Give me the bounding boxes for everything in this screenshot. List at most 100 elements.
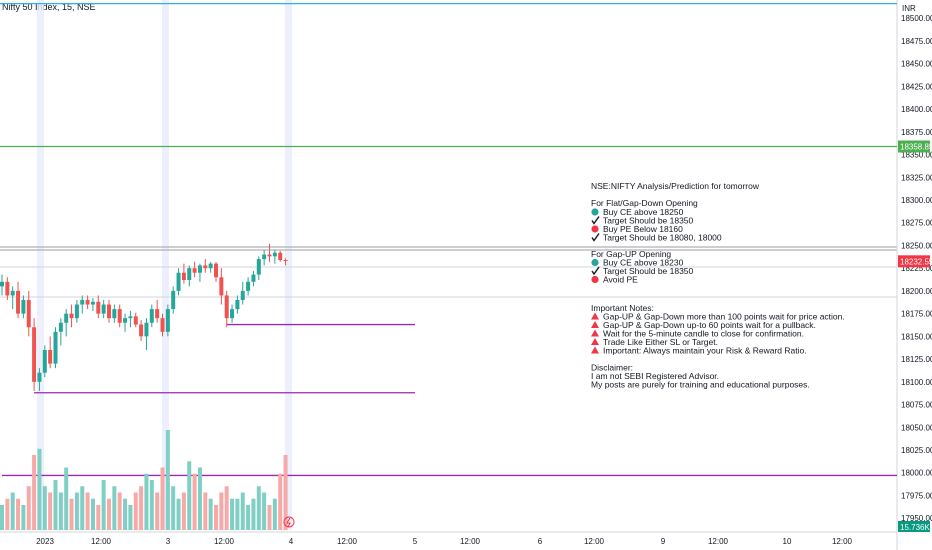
- currency-label: INR: [902, 4, 916, 13]
- volume-tag-text: 15.736K: [900, 523, 930, 532]
- candle-body[interactable]: [133, 316, 138, 325]
- candle-body[interactable]: [96, 301, 101, 314]
- time-tick: 3: [166, 537, 171, 546]
- candle-body[interactable]: [272, 252, 277, 257]
- candle-body[interactable]: [251, 274, 256, 282]
- volume-bar: [171, 486, 176, 530]
- volume-bar: [165, 430, 170, 530]
- candle-body[interactable]: [85, 300, 90, 305]
- session-stripe: [285, 0, 292, 530]
- candle-body[interactable]: [240, 290, 245, 300]
- candle-body[interactable]: [37, 372, 42, 382]
- price-tick: 18175.00: [901, 310, 932, 319]
- volume-bar: [74, 492, 79, 530]
- candle-body[interactable]: [107, 304, 111, 319]
- candle-body[interactable]: [197, 265, 202, 273]
- candle-body[interactable]: [128, 316, 133, 319]
- candle-body[interactable]: [208, 263, 213, 269]
- volume-bar: [240, 492, 245, 530]
- candle-body[interactable]: [10, 290, 15, 296]
- note-item: Wait for the 5-minute candle to close fo…: [603, 329, 804, 339]
- candle-body[interactable]: [26, 300, 31, 328]
- candle-body[interactable]: [176, 272, 181, 291]
- candle-body[interactable]: [235, 300, 240, 310]
- session-stripe: [162, 0, 169, 530]
- candle-body[interactable]: [144, 322, 149, 337]
- warning-icon: [591, 329, 599, 337]
- price-tick: 17975.00: [901, 491, 932, 500]
- volume-bar: [278, 473, 283, 530]
- candle-body[interactable]: [74, 304, 79, 319]
- candle-body[interactable]: [214, 263, 218, 278]
- candle-body[interactable]: [203, 265, 208, 269]
- volume-bar: [10, 492, 15, 530]
- candle-body[interactable]: [139, 324, 144, 337]
- price-tick: 18250.00: [901, 241, 932, 250]
- volume-bar: [69, 498, 74, 530]
- volume-bar: [187, 461, 192, 530]
- candle-body[interactable]: [112, 309, 117, 319]
- candle-body[interactable]: [160, 318, 165, 332]
- flat-item: Target Should be 18080, 18000: [603, 233, 722, 243]
- candle-body[interactable]: [0, 281, 4, 287]
- gapup-item: Buy CE above 18230: [603, 258, 684, 268]
- candle-body[interactable]: [32, 327, 37, 382]
- volume-bar: [58, 492, 63, 530]
- candle-body[interactable]: [123, 318, 128, 323]
- price-tick: 18475.00: [901, 37, 932, 46]
- price-tick: 18225.00: [901, 264, 932, 273]
- volume-bar: [32, 455, 37, 530]
- volume-bar: [64, 467, 69, 530]
- candle-body[interactable]: [278, 252, 283, 260]
- check-icon: [591, 233, 600, 242]
- candle-body[interactable]: [101, 304, 106, 314]
- volume-bar: [37, 448, 42, 530]
- flat-item: Buy PE Below 18160: [603, 224, 683, 234]
- candle-body[interactable]: [219, 277, 224, 296]
- candle-body[interactable]: [262, 254, 267, 260]
- volume-tag: [898, 521, 930, 532]
- candle-body[interactable]: [230, 309, 235, 319]
- volume-bar: [267, 505, 272, 530]
- candle-body[interactable]: [165, 309, 170, 332]
- candle-body[interactable]: [283, 260, 288, 261]
- candle-body[interactable]: [192, 268, 197, 273]
- candle-body[interactable]: [80, 300, 85, 305]
- candle-body[interactable]: [246, 281, 251, 291]
- candle-body[interactable]: [42, 350, 47, 373]
- candle-body[interactable]: [117, 309, 122, 323]
- gapup-item: Target Should be 18350: [603, 266, 694, 276]
- candle-body[interactable]: [181, 272, 186, 280]
- volume-bar: [133, 492, 138, 530]
- candle-body[interactable]: [53, 331, 58, 364]
- candle-body[interactable]: [58, 322, 63, 332]
- candle-body[interactable]: [256, 259, 261, 275]
- candle-body[interactable]: [64, 313, 69, 323]
- warning-icon: [591, 346, 599, 354]
- lightning-icon[interactable]: [283, 516, 295, 528]
- candle-body[interactable]: [5, 281, 10, 296]
- candle-body[interactable]: [90, 301, 95, 305]
- candle-body[interactable]: [155, 309, 160, 319]
- volume-bar: [5, 498, 10, 530]
- volume-bar: [192, 473, 197, 530]
- candle-body[interactable]: [267, 254, 272, 257]
- candle-body[interactable]: [48, 350, 53, 364]
- time-tick: 6: [538, 537, 543, 546]
- candle-body[interactable]: [69, 313, 74, 319]
- time-tick: 5: [413, 537, 418, 546]
- gapup-item: Avoid PE: [603, 275, 638, 285]
- candle-body[interactable]: [187, 268, 192, 280]
- analysis-notes: NSE:NIFTY Analysis/Prediction for tomorr…: [591, 181, 845, 390]
- time-tick: 12:00: [91, 537, 112, 546]
- candle-body[interactable]: [171, 290, 176, 310]
- time-tick: 12:00: [460, 537, 481, 546]
- volume-bar: [16, 498, 21, 530]
- candle-body[interactable]: [149, 309, 154, 323]
- candle-body[interactable]: [16, 290, 21, 314]
- volume-bar: [262, 492, 267, 530]
- candle-body[interactable]: [224, 295, 229, 319]
- candle-body[interactable]: [21, 300, 26, 314]
- time-tick: 12:00: [214, 537, 235, 546]
